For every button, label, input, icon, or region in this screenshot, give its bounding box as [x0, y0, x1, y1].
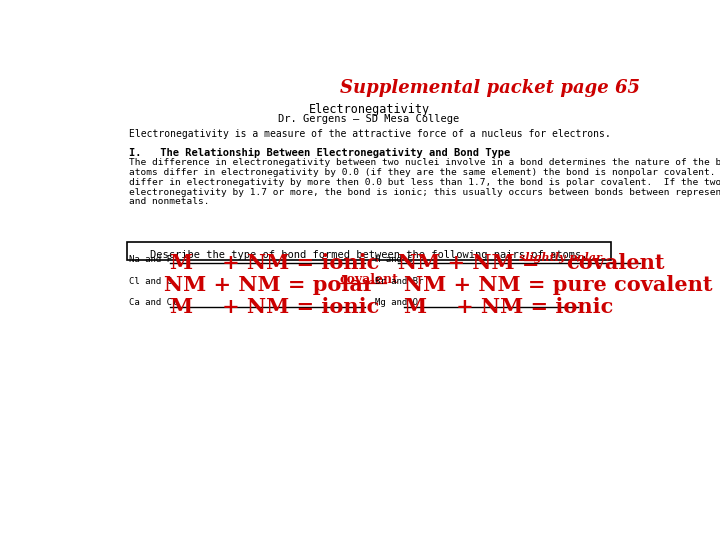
Text: Cl and C: Cl and C [129, 276, 172, 286]
FancyBboxPatch shape [127, 242, 611, 260]
Text: Br and Br: Br and Br [375, 276, 423, 286]
Text: Mg and O: Mg and O [375, 298, 418, 307]
Text: NM + NM = pure covalent: NM + NM = pure covalent [404, 275, 712, 295]
Text: M    + NM = ionic: M + NM = ionic [404, 296, 613, 316]
Text: NM + NM =: NM + NM = [398, 253, 547, 273]
Text: H and C: H and C [375, 255, 413, 264]
Text: Electronegativity is a measure of the attractive force of a nucleus for electron: Electronegativity is a measure of the at… [129, 130, 611, 139]
Text: Electronegativity: Electronegativity [308, 103, 430, 116]
Text: Dr. Gergens – SD Mesa College: Dr. Gergens – SD Mesa College [279, 114, 459, 124]
Text: covalent: covalent [566, 253, 665, 273]
Text: electronegativity by 1.7 or more, the bond is ionic; this usually occurs between: electronegativity by 1.7 or more, the bo… [129, 187, 720, 197]
Text: covalent: covalent [340, 273, 398, 286]
Text: and nonmetals.: and nonmetals. [129, 198, 210, 206]
Text: slightly polar: slightly polar [518, 252, 601, 263]
Text: M    + NM = ionic: M + NM = ionic [170, 296, 379, 316]
Text: atoms differ in electronegativity by 0.0 (if they are the same element) the bond: atoms differ in electronegativity by 0.0… [129, 168, 720, 177]
Text: M    + NM = ionic: M + NM = ionic [170, 253, 379, 273]
Text: NM + NM = polar: NM + NM = polar [163, 275, 374, 295]
Text: Describe the type of bond formed between the following pairs of atoms.: Describe the type of bond formed between… [150, 249, 588, 260]
Text: Supplemental packet page 65: Supplemental packet page 65 [341, 79, 640, 97]
Text: differ in electronegativity by more then 0.0 but less than 1.7, the bond is pola: differ in electronegativity by more then… [129, 178, 720, 187]
Text: The difference in electronegativity between two nuclei involve in a bond determi: The difference in electronegativity betw… [129, 158, 720, 167]
Text: Na and F: Na and F [129, 255, 172, 264]
Text: Ca and Cl: Ca and Cl [129, 298, 177, 307]
Text: I.   The Relationship Between Electronegativity and Bond Type: I. The Relationship Between Electronegat… [129, 148, 510, 158]
